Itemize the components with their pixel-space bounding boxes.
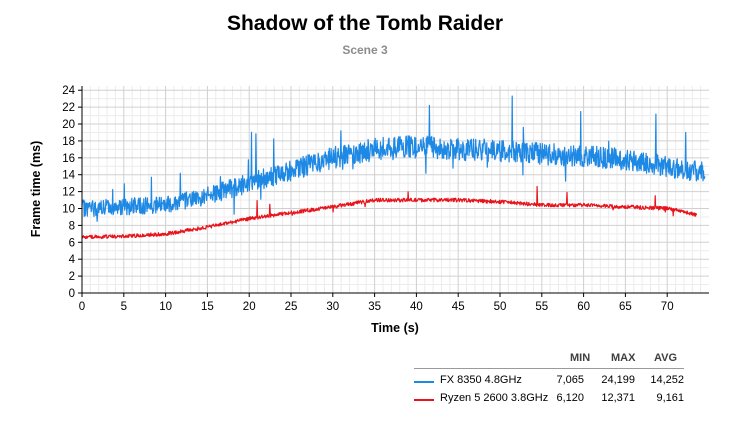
y-tick-label: 10 [62,204,75,216]
grid-layer [81,86,709,294]
x-tick-label: 55 [535,301,548,313]
series-line-fx8350 [81,95,706,222]
x-tick-label: 5 [121,301,127,313]
y-tick-label: 0 [69,288,75,300]
legend-swatch-ryzen [414,399,434,401]
y-tick-label: 16 [62,153,75,165]
y-tick-label: 4 [69,254,76,266]
chart-subtitle: Scene 3 [342,43,388,57]
fx8350-min: 7,065 [556,374,584,386]
fx8350-max: 24,199 [601,374,635,386]
series-line-ryzen [81,185,698,240]
x-tick-label: 50 [494,301,507,313]
ryzen-min: 6,120 [556,392,584,404]
ryzen-max: 12,371 [601,392,635,404]
x-tick-label: 40 [410,301,423,313]
legend-label-ryzen: Ryzen 5 2600 3.8GHz [440,392,549,404]
x-tick-label: 25 [285,301,298,313]
series-layer [81,95,706,240]
legend-swatch-fx8350 [414,381,434,383]
max-header: MAX [611,352,636,364]
axis-layer: 0 5 10 15 20 25 30 35 40 45 50 55 60 65 70024681012141… [62,85,709,313]
y-tick-label: 8 [69,220,75,232]
y-tick-label: 22 [62,102,75,114]
y-tick-label: 20 [62,119,75,131]
x-tick-label: 70 [661,301,674,313]
y-tick-label: 6 [69,237,75,249]
x-tick-label: 65 [619,301,632,313]
y-tick-label: 18 [62,136,75,148]
x-axis-title: Time (s) [371,321,419,335]
y-axis-title: Frame time (ms) [29,141,43,238]
ryzen-avg: 9,161 [656,392,684,404]
y-tick-label: 14 [62,170,75,182]
legend-divider [414,368,684,369]
x-tick-label: 0 [79,301,85,313]
y-tick-label: 12 [62,187,75,199]
legend-row-ryzen: Ryzen 5 2600 3.8GHz 6,120 12,371 9,161 [414,392,684,408]
chart-title: Shadow of the Tomb Raider [226,12,504,35]
legend-row-fx8350: FX 8350 4.8GHz 7,065 24,199 14,252 [414,374,684,390]
x-tick-label: 30 [326,301,339,313]
fx8350-avg: 14,252 [650,374,684,386]
avg-header: AVG [654,352,678,364]
x-tick-label: 45 [452,301,465,313]
x-tick-label: 10 [159,301,172,313]
legend-label-fx8350: FX 8350 4.8GHz [440,374,522,386]
min-header: MIN [570,352,591,364]
y-tick-label: 2 [69,271,75,283]
x-tick-label: 60 [577,301,590,313]
x-tick-label: 15 [201,301,214,313]
x-tick-label: 20 [243,301,256,313]
y-tick-label: 24 [62,85,75,97]
x-tick-label: 35 [368,301,381,313]
